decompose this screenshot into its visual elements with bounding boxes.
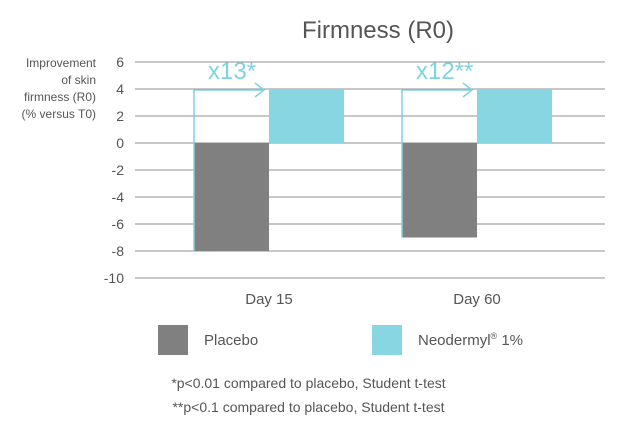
legend-label-neodermyl: Neodermyl® 1% — [418, 331, 523, 349]
annotations: x13* x12** — [193, 58, 474, 251]
footnote-1: *p<0.01 compared to placebo, Student t-t… — [171, 375, 446, 391]
legend-item-neodermyl: Neodermyl® 1% — [372, 325, 523, 355]
legend-label-neodermyl-tail: 1% — [497, 332, 524, 349]
bar-neodermyl — [269, 89, 344, 143]
y-tick-label: -2 — [112, 162, 125, 178]
ratio-annotation: x13* — [208, 58, 256, 85]
footnote-2: **p<0.1 compared to placebo, Student t-t… — [172, 399, 445, 415]
legend-label-neodermyl-sup: ® — [490, 331, 498, 341]
y-tick-label: -4 — [112, 189, 125, 205]
arrow-head-icon — [462, 82, 474, 98]
legend-label-neodermyl-main: Neodermyl — [418, 332, 491, 349]
y-tick-label: -10 — [104, 270, 124, 286]
y-tick-label: 0 — [116, 135, 124, 151]
y-tick-label: -8 — [112, 243, 125, 259]
x-category-labels: Day 15 Day 60 — [245, 291, 501, 308]
y-axis-label-line: (% versus T0) — [22, 107, 96, 121]
comparison-bracket — [193, 89, 264, 251]
legend-item-placebo: Placebo — [158, 325, 258, 355]
bars — [194, 89, 552, 251]
bar-placebo — [402, 143, 477, 238]
bar-neodermyl — [477, 89, 552, 143]
y-tick-label: 4 — [116, 81, 124, 97]
y-axis-label-line: of skin — [61, 73, 96, 87]
y-tick-label: 6 — [116, 54, 124, 70]
y-tick-label: -6 — [112, 216, 125, 232]
bar-placebo — [194, 143, 269, 251]
arrow-head-icon — [254, 82, 266, 98]
y-axis-label: Improvement of skin firmness (R0) (% ver… — [22, 56, 97, 121]
chart-title: Firmness (R0) — [302, 17, 454, 44]
ratio-annotation: x12** — [416, 58, 473, 85]
y-axis-label-line: Improvement — [26, 56, 97, 70]
y-tick-labels: 6 4 2 0 -2 -4 -6 -8 -10 — [104, 54, 124, 286]
legend-label-placebo: Placebo — [204, 331, 259, 349]
x-category-label: Day 15 — [245, 291, 293, 308]
comparison-bracket — [401, 89, 472, 238]
legend-swatch-neodermyl — [372, 325, 402, 355]
legend-swatch-placebo — [158, 325, 188, 355]
x-category-label: Day 60 — [453, 291, 501, 308]
y-tick-label: 2 — [116, 108, 124, 124]
y-axis-label-line: firmness (R0) — [24, 90, 96, 104]
